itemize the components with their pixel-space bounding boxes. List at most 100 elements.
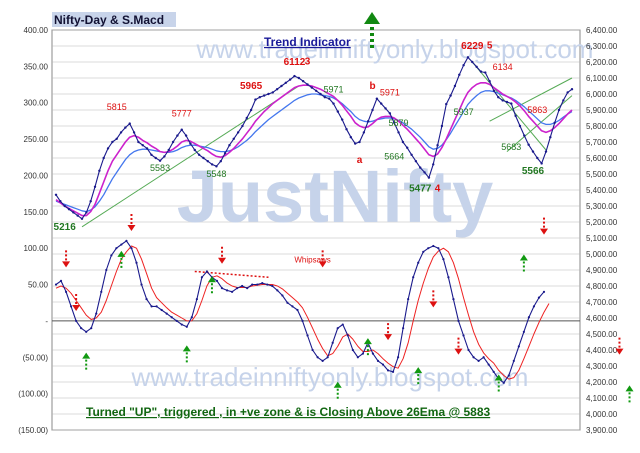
sell-arrow-icon	[62, 250, 71, 268]
right-tick-label: 6,000.00	[586, 90, 618, 99]
macd-point	[215, 279, 219, 283]
ema-fast-line	[55, 82, 573, 217]
price-point	[327, 97, 331, 100]
macd-point	[527, 316, 531, 319]
price-point	[471, 60, 474, 64]
price-point	[158, 159, 162, 162]
price-point	[293, 74, 296, 78]
legend-trend-indicator: Trend Indicator	[264, 35, 351, 49]
macd-point	[326, 356, 329, 359]
price-point	[106, 147, 110, 150]
macd-point	[371, 352, 375, 355]
macd-point	[321, 359, 324, 363]
buy-arrow-icon	[363, 338, 372, 356]
macd-point	[487, 363, 490, 366]
macd-point	[190, 316, 193, 319]
price-point	[479, 70, 483, 73]
left-tick-label: (100.00)	[18, 390, 48, 399]
trend-line	[81, 85, 300, 228]
price-point	[323, 96, 327, 99]
price-point	[393, 121, 396, 125]
macd-point	[135, 261, 138, 264]
price-point	[358, 140, 361, 144]
macd-annotation: Whipsaws	[294, 256, 330, 265]
right-tick-label: 5,900.00	[586, 106, 618, 115]
footer-note: Turned "UP", triggered , in +ve zone & i…	[86, 405, 491, 419]
right-tick-label: 5,500.00	[586, 170, 618, 179]
arrow-head	[127, 225, 136, 231]
macd-point	[296, 308, 299, 312]
macd-point	[271, 284, 274, 288]
right-tick-label: 4,100.00	[586, 394, 618, 403]
price-point	[197, 153, 201, 156]
arrow-head	[384, 334, 393, 341]
macd-point	[125, 239, 128, 243]
axes: 400.00350.00300.00250.00200.00150.00100.…	[18, 26, 617, 435]
price-point	[505, 100, 509, 104]
ema-slow-line	[55, 90, 573, 213]
price-annotation: 4	[435, 184, 441, 195]
right-tick-label: 4,900.00	[586, 266, 618, 275]
price-point	[189, 142, 192, 145]
price-annotation: 5863	[527, 105, 547, 115]
right-tick-label: 4,700.00	[586, 298, 618, 307]
watermark-main-text: JustNifty	[177, 155, 494, 238]
price-point	[557, 108, 561, 112]
price-point	[362, 131, 366, 134]
buy-arrow-icon	[207, 276, 216, 294]
macd-point	[110, 254, 113, 257]
price-point	[275, 88, 279, 91]
price-point	[67, 208, 71, 211]
arrow-head	[519, 254, 528, 261]
macd-point	[251, 283, 254, 286]
right-tick-label: 4,300.00	[586, 362, 618, 371]
sell-arrow-icon	[384, 323, 393, 341]
price-point	[93, 185, 97, 188]
price-point	[193, 148, 196, 152]
price-point	[115, 137, 118, 140]
price-point	[492, 89, 496, 93]
price-point	[462, 63, 465, 67]
macd-point	[331, 341, 334, 344]
macd-point	[532, 305, 536, 308]
price-point	[423, 171, 426, 174]
arrow-head	[218, 257, 227, 264]
price-point	[280, 84, 283, 88]
arrow-head	[454, 348, 463, 355]
macd-point	[241, 284, 244, 288]
macd-point	[120, 243, 123, 246]
macd-point	[100, 290, 103, 293]
macd-point	[306, 334, 309, 337]
macd-point	[316, 356, 319, 359]
gridlines	[51, 29, 581, 431]
price-point	[445, 102, 448, 106]
macd-point	[346, 334, 349, 337]
buy-arrow-icon	[414, 367, 423, 385]
left-tick-label: (150.00)	[18, 426, 48, 435]
price-point	[319, 92, 322, 96]
macd-point	[195, 297, 198, 301]
macd-point	[447, 276, 450, 279]
trend-up-arrow-icon	[364, 12, 380, 48]
macd-point	[64, 290, 68, 293]
macd-point	[150, 305, 153, 308]
price-point	[154, 156, 157, 160]
right-tick-label: 4,200.00	[586, 378, 618, 387]
price-point	[111, 140, 114, 144]
macd-point	[140, 283, 143, 286]
macd-point	[185, 325, 188, 328]
price-point	[566, 91, 569, 94]
macd-point	[341, 323, 344, 326]
buy-arrow-icon	[333, 381, 342, 399]
macd-point	[205, 270, 209, 273]
price-point	[297, 76, 301, 80]
price-point	[518, 124, 522, 128]
price-annotation: 5583	[150, 163, 170, 173]
price-point	[332, 102, 335, 105]
price-point	[488, 80, 491, 83]
price-point	[306, 83, 309, 86]
signal-line	[55, 245, 550, 380]
macd-point	[276, 289, 279, 292]
price-point	[254, 98, 257, 101]
